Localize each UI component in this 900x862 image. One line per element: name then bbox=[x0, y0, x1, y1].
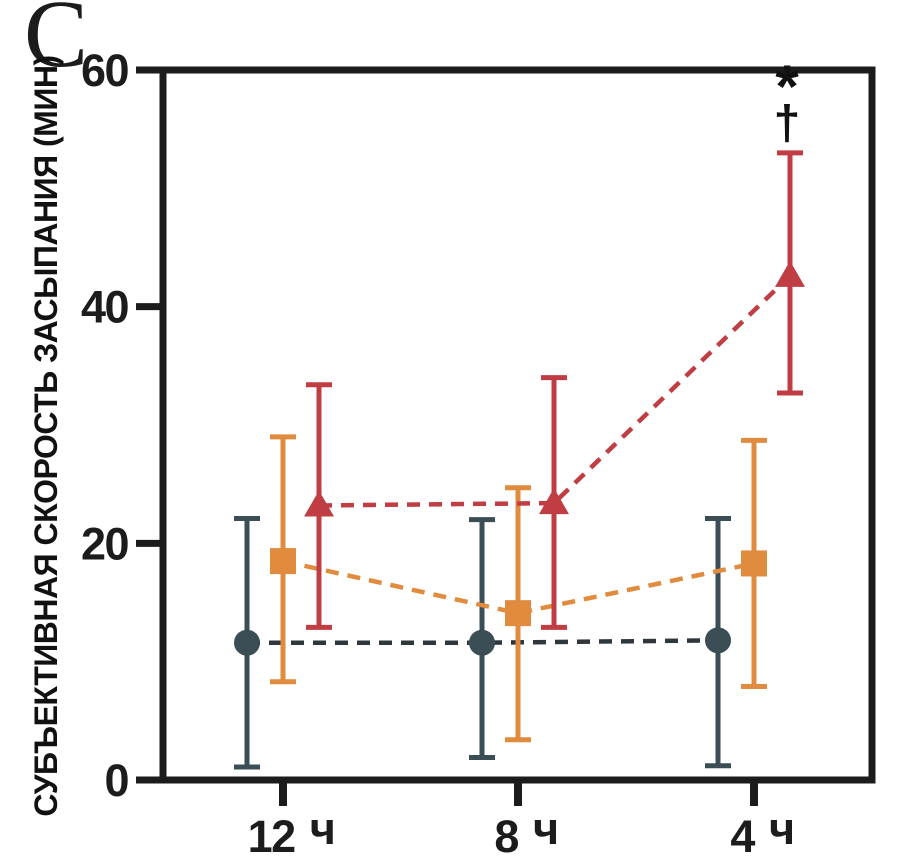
x-tick-label: 12 ч bbox=[248, 803, 335, 862]
data-point-circle bbox=[469, 629, 495, 656]
data-point-triangle bbox=[304, 490, 334, 517]
panel-letter-label: C bbox=[24, 0, 89, 87]
data-point-triangle bbox=[539, 488, 569, 515]
data-point-square bbox=[741, 550, 767, 577]
data-point-circle bbox=[234, 629, 260, 656]
y-tick-label: 60 bbox=[81, 45, 129, 96]
x-tick-label: 4 ч bbox=[730, 803, 793, 862]
triangles-connector-line bbox=[318, 274, 792, 508]
significance-markers: * † bbox=[761, 53, 813, 150]
significance-star: * bbox=[775, 53, 799, 120]
data-point-triangle bbox=[775, 260, 805, 287]
significance-dagger: † bbox=[773, 97, 801, 150]
x-tick-label: 8 ч bbox=[494, 803, 557, 862]
squares-connector-line bbox=[282, 558, 755, 616]
data-point-square bbox=[505, 600, 531, 627]
y-axis-label: СУБЪЕКТИВНАЯ СКОРОСТЬ ЗАСЫПАНИЯ (МИН) bbox=[28, 55, 64, 817]
y-tick-label: 0 bbox=[104, 755, 128, 806]
circles-connector-line bbox=[247, 638, 719, 645]
data-point-square bbox=[270, 548, 296, 575]
data-point-circle bbox=[705, 627, 731, 654]
y-tick-label: 20 bbox=[81, 518, 129, 569]
y-tick-label: 40 bbox=[81, 282, 129, 333]
